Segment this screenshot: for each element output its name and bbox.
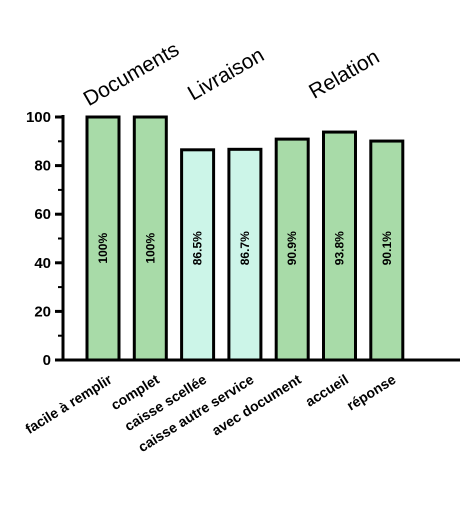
bar-data-label: 90.1% <box>380 231 394 265</box>
group-label: Relation <box>305 45 383 103</box>
bar-data-label: 93.8% <box>333 231 347 265</box>
group-label: Documents <box>80 38 183 111</box>
bar <box>180 148 216 362</box>
y-tick-label: 40 <box>34 255 51 272</box>
axes: 0 20 40 60 80 100 <box>26 109 460 369</box>
bar <box>132 115 168 362</box>
y-tick-label: 0 <box>43 352 51 369</box>
y-tick-label: 20 <box>34 303 51 320</box>
bars <box>85 115 405 362</box>
bar <box>274 137 310 362</box>
bar-data-label: 86.7% <box>238 231 252 265</box>
bar <box>322 130 357 362</box>
x-tick-label: réponse <box>344 371 399 414</box>
y-tick-label: 80 <box>34 158 51 175</box>
bar <box>227 147 263 362</box>
bar-data-label: 100% <box>96 233 110 264</box>
bar-data-label: 86.5% <box>191 231 205 265</box>
bar <box>85 115 121 362</box>
x-tick-label: facile à remplir <box>22 371 115 437</box>
y-tick-label: 60 <box>34 206 51 223</box>
bar <box>369 139 405 362</box>
y-tick-label: 100 <box>26 109 51 126</box>
bar-data-label: 100% <box>143 233 157 264</box>
group-label: Livraison <box>184 43 268 105</box>
x-tick-label: accueil <box>302 371 351 410</box>
bar-data-label: 90.9% <box>285 231 299 265</box>
